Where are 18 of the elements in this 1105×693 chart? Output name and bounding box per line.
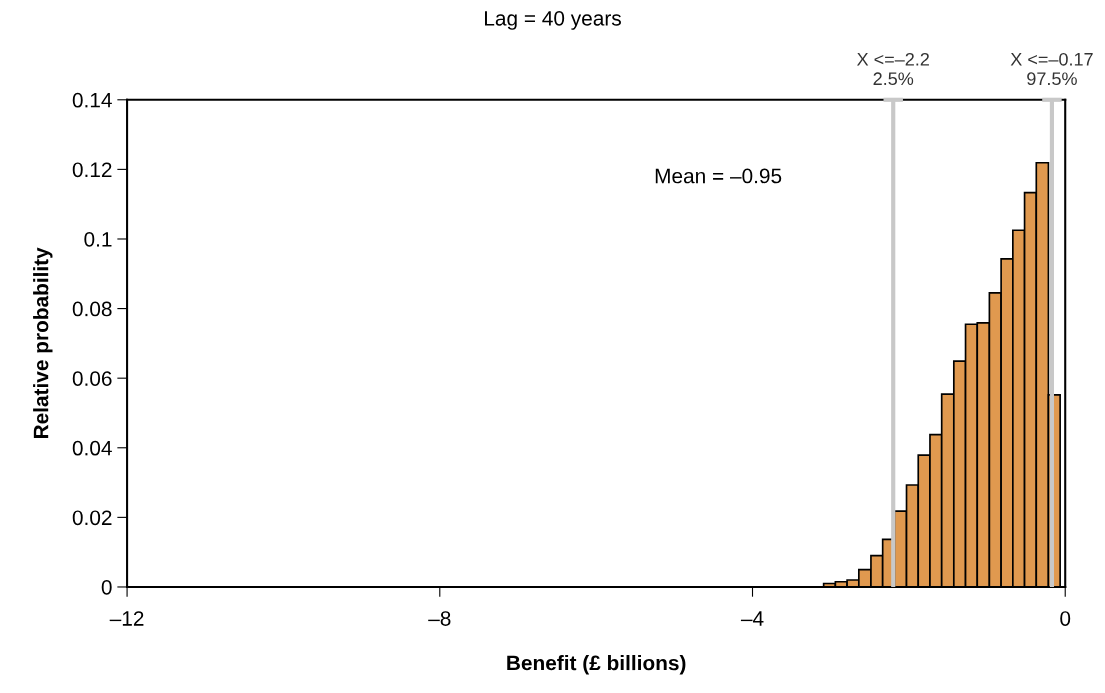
y-tick-label: 0.06 [72,371,112,386]
y-tick-label: 0.12 [72,162,112,178]
y-axis-title: Relative probability [33,247,53,439]
y-tick-label: 0.14 [72,92,112,108]
y-tick-label: 0.04 [72,440,112,456]
y-tick-label: 0.1 [84,231,112,247]
x-tick-label: –4 [740,611,764,626]
x-tick-label: –12 [109,611,144,626]
y-tick-label: 0.02 [72,510,112,526]
y-tick-label: 0.08 [72,301,112,317]
ref-line-label: X <=–2.2 2.5% [856,52,929,86]
chart-title: Lag = 40 years [485,10,621,30]
x-tick-label: 0 [1060,611,1071,626]
x-axis-title: Benefit (£ billions) [507,655,686,675]
y-tick-label: 0 [101,579,112,595]
annotation: Mean = –0.95 [655,168,782,184]
ref-line-label: X <=–0.17 97.5% [1010,52,1093,86]
x-tick-label: –8 [428,611,451,626]
